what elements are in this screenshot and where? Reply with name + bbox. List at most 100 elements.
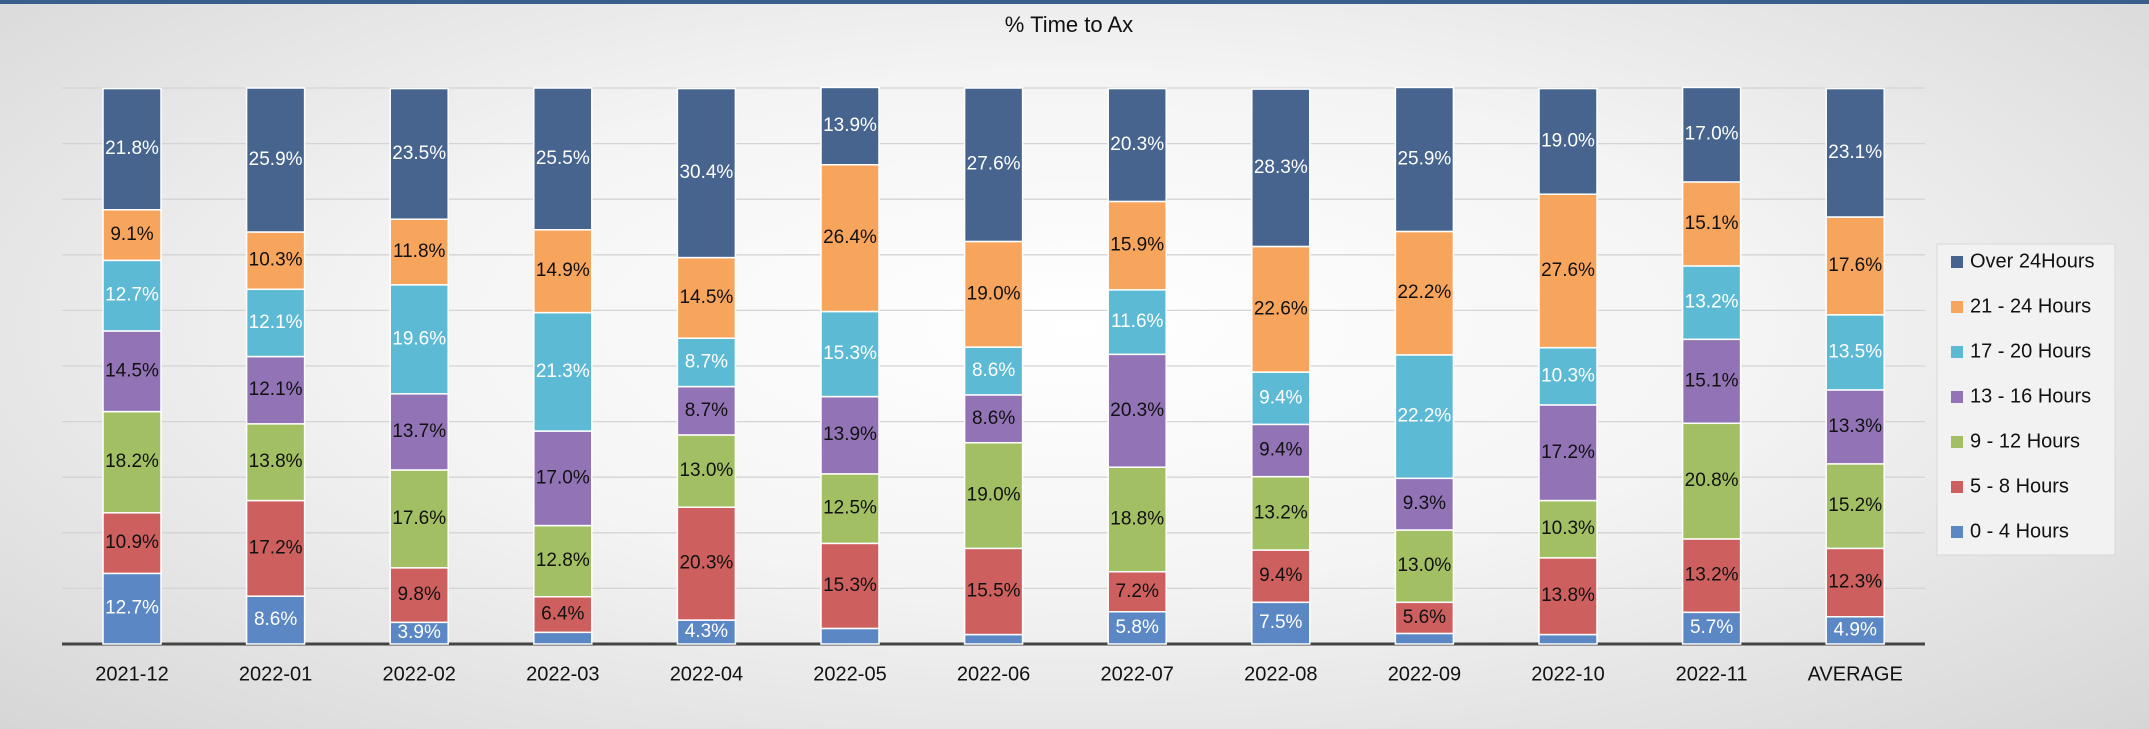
bar-segment xyxy=(1825,314,1885,391)
data-label: 14.5% xyxy=(105,360,159,381)
bar-segment xyxy=(676,256,737,339)
x-tick-label: AVERAGE xyxy=(1808,663,1903,685)
bar-segment xyxy=(533,631,593,645)
bar-segment xyxy=(1251,601,1311,645)
bar-segment xyxy=(389,469,449,569)
data-label: 17.6% xyxy=(392,508,446,529)
bar-segment xyxy=(533,229,593,314)
data-label: 19.6% xyxy=(392,328,446,349)
x-tick-label: 2022-02 xyxy=(382,663,455,685)
data-label: 17.0% xyxy=(536,467,590,488)
bar-segment xyxy=(245,87,306,233)
bar-segment xyxy=(820,86,880,166)
bar-segment xyxy=(820,163,880,313)
data-label: 12.8% xyxy=(536,550,590,571)
data-label: 15.1% xyxy=(1685,213,1739,234)
data-label: 9.8% xyxy=(398,584,441,605)
data-label: 13.9% xyxy=(823,424,877,445)
bar-segment xyxy=(1394,477,1455,531)
data-label: 19.0% xyxy=(967,485,1021,506)
legend-box xyxy=(1936,243,2116,556)
x-tick-label: 2021-12 xyxy=(95,663,168,685)
legend-swatch xyxy=(1951,481,1963,493)
data-label: 27.6% xyxy=(1541,260,1595,281)
data-label: 10.3% xyxy=(1541,518,1595,539)
chart-title: % Time to Ax xyxy=(1005,12,1133,37)
data-label: 17.0% xyxy=(1685,124,1739,145)
data-label: 14.9% xyxy=(536,260,590,281)
legend-swatch xyxy=(1951,346,1963,358)
data-label: 10.3% xyxy=(1541,365,1595,386)
legend-swatch xyxy=(1951,256,1963,268)
x-tick-label: 2022-04 xyxy=(670,663,743,685)
data-label: 23.5% xyxy=(392,143,446,164)
data-label: 11.6% xyxy=(1111,311,1164,332)
bar-segment xyxy=(102,87,162,211)
data-label: 15.3% xyxy=(823,343,877,364)
data-label: 9.4% xyxy=(1259,565,1302,586)
data-label: 27.6% xyxy=(967,154,1021,175)
bar-segment xyxy=(963,633,1024,645)
legend-swatch xyxy=(1951,436,1963,448)
data-label: 8.6% xyxy=(972,360,1015,381)
bar-segment xyxy=(820,473,880,545)
data-label: 13.2% xyxy=(1685,292,1739,313)
bar-segment xyxy=(1394,354,1455,480)
data-label: 8.6% xyxy=(254,609,297,630)
bar-segment xyxy=(1825,463,1885,550)
data-label: 9.3% xyxy=(1403,493,1446,514)
data-label: 3.9% xyxy=(398,622,441,643)
bar-segment xyxy=(1107,353,1167,468)
data-label: 15.2% xyxy=(1828,495,1882,516)
bar-segment xyxy=(245,288,306,358)
data-label: 15.9% xyxy=(1110,235,1164,256)
x-tick-label: 2022-06 xyxy=(957,663,1030,685)
x-tick-label: 2022-11 xyxy=(1676,663,1748,685)
data-label: 13.7% xyxy=(392,421,446,442)
x-tick-label: 2022-07 xyxy=(1100,663,1173,685)
bar-segment xyxy=(1394,632,1455,645)
bar-segment xyxy=(1394,230,1455,356)
data-label: 13.5% xyxy=(1828,341,1882,362)
data-label: 13.2% xyxy=(1254,502,1308,523)
bar-segment xyxy=(102,572,162,645)
bar-segment xyxy=(1107,200,1167,291)
bar-segment xyxy=(963,240,1024,348)
bar-segment xyxy=(533,311,593,432)
data-label: 17.2% xyxy=(249,537,303,558)
x-tick-label: 2022-05 xyxy=(813,663,886,685)
bar-segment xyxy=(820,627,880,645)
data-label: 13.3% xyxy=(1828,416,1882,437)
bar-segment xyxy=(676,385,737,436)
bar-segment xyxy=(1825,547,1885,618)
data-label: 6.4% xyxy=(541,604,584,625)
bar-segment xyxy=(1825,87,1885,218)
data-label: 17.6% xyxy=(1828,255,1882,276)
data-label: 19.0% xyxy=(1541,130,1595,151)
bar-segment xyxy=(1681,86,1742,183)
bar-segment xyxy=(1107,570,1167,613)
data-label: 9.4% xyxy=(1259,387,1302,408)
data-label: 13.2% xyxy=(1685,565,1739,586)
data-label: 18.2% xyxy=(105,451,159,472)
bar-segment xyxy=(1538,633,1598,645)
bar-segment xyxy=(1107,87,1167,203)
data-label: 9.1% xyxy=(110,224,153,245)
data-label: 28.3% xyxy=(1254,157,1308,178)
data-label: 7.2% xyxy=(1116,581,1159,602)
bar-segment xyxy=(676,337,737,388)
bar-segment xyxy=(1251,423,1311,478)
bar-segment xyxy=(820,310,880,398)
data-label: 5.8% xyxy=(1116,617,1159,638)
bar-segment xyxy=(820,542,880,630)
data-label: 12.1% xyxy=(249,312,303,333)
data-label: 11.8% xyxy=(393,241,446,262)
bar-segment xyxy=(533,524,593,598)
data-label: 25.9% xyxy=(249,149,303,170)
bar-segment xyxy=(245,355,306,425)
data-label: 30.4% xyxy=(679,162,733,183)
top-border xyxy=(0,0,2149,4)
bar-segment xyxy=(963,87,1024,243)
data-label: 13.0% xyxy=(1397,555,1451,576)
data-label: 13.8% xyxy=(1541,585,1595,606)
